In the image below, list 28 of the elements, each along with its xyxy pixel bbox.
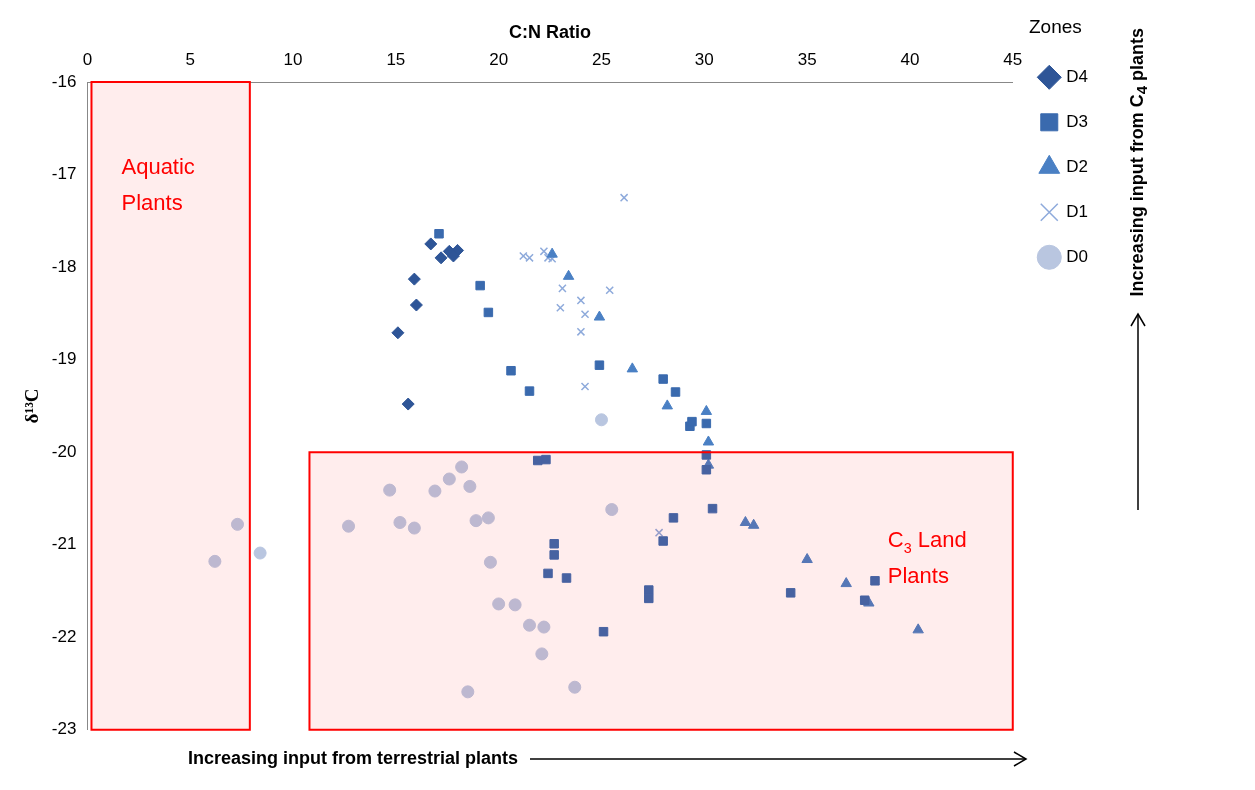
y-tick-label: -22 <box>51 626 77 646</box>
x-tick-label: 15 <box>386 50 406 70</box>
x-tick-label: 30 <box>694 50 714 70</box>
band-label: Aquatic Plants <box>121 154 195 215</box>
x-tick-label: 5 <box>185 50 195 70</box>
y-axis-title: δ¹³C <box>21 388 43 424</box>
legend-title: Zones <box>1028 15 1082 37</box>
x-tick-label: 10 <box>283 50 303 70</box>
x-axis-title: C:N Ratio <box>509 21 592 42</box>
y-tick-label: -18 <box>51 256 77 276</box>
legend-label: D3 <box>1066 111 1088 131</box>
y-tick-label: -16 <box>51 71 77 91</box>
y-tick-label: -19 <box>51 349 77 369</box>
x-tick-label: 35 <box>797 50 817 70</box>
x-tick-label: 45 <box>1003 50 1023 70</box>
legend-label: D0 <box>1066 246 1088 266</box>
legend-label: D1 <box>1066 201 1088 221</box>
text: Increasing input from terrestrial plants <box>188 748 519 769</box>
y-tick-label: -17 <box>51 164 77 184</box>
y-tick-label: -23 <box>51 719 77 739</box>
legend-label: D2 <box>1066 156 1088 176</box>
x-tick-label: 20 <box>489 50 509 70</box>
legend-label: D4 <box>1066 66 1088 86</box>
y-tick-label: -20 <box>51 441 77 461</box>
x-tick-label: 40 <box>900 50 920 70</box>
y-tick-label: -21 <box>51 534 77 554</box>
x-tick-label: 25 <box>592 50 611 70</box>
x-tick-label: 0 <box>82 50 93 70</box>
